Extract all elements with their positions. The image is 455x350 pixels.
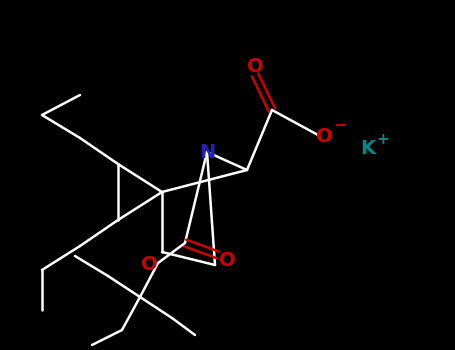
Text: O: O [219, 251, 235, 270]
Text: O: O [316, 126, 332, 146]
Text: O: O [141, 256, 157, 274]
Text: +: + [377, 132, 389, 147]
Text: K: K [360, 139, 375, 158]
Text: O: O [247, 57, 263, 77]
Text: N: N [199, 142, 215, 161]
Text: −: − [334, 119, 346, 133]
